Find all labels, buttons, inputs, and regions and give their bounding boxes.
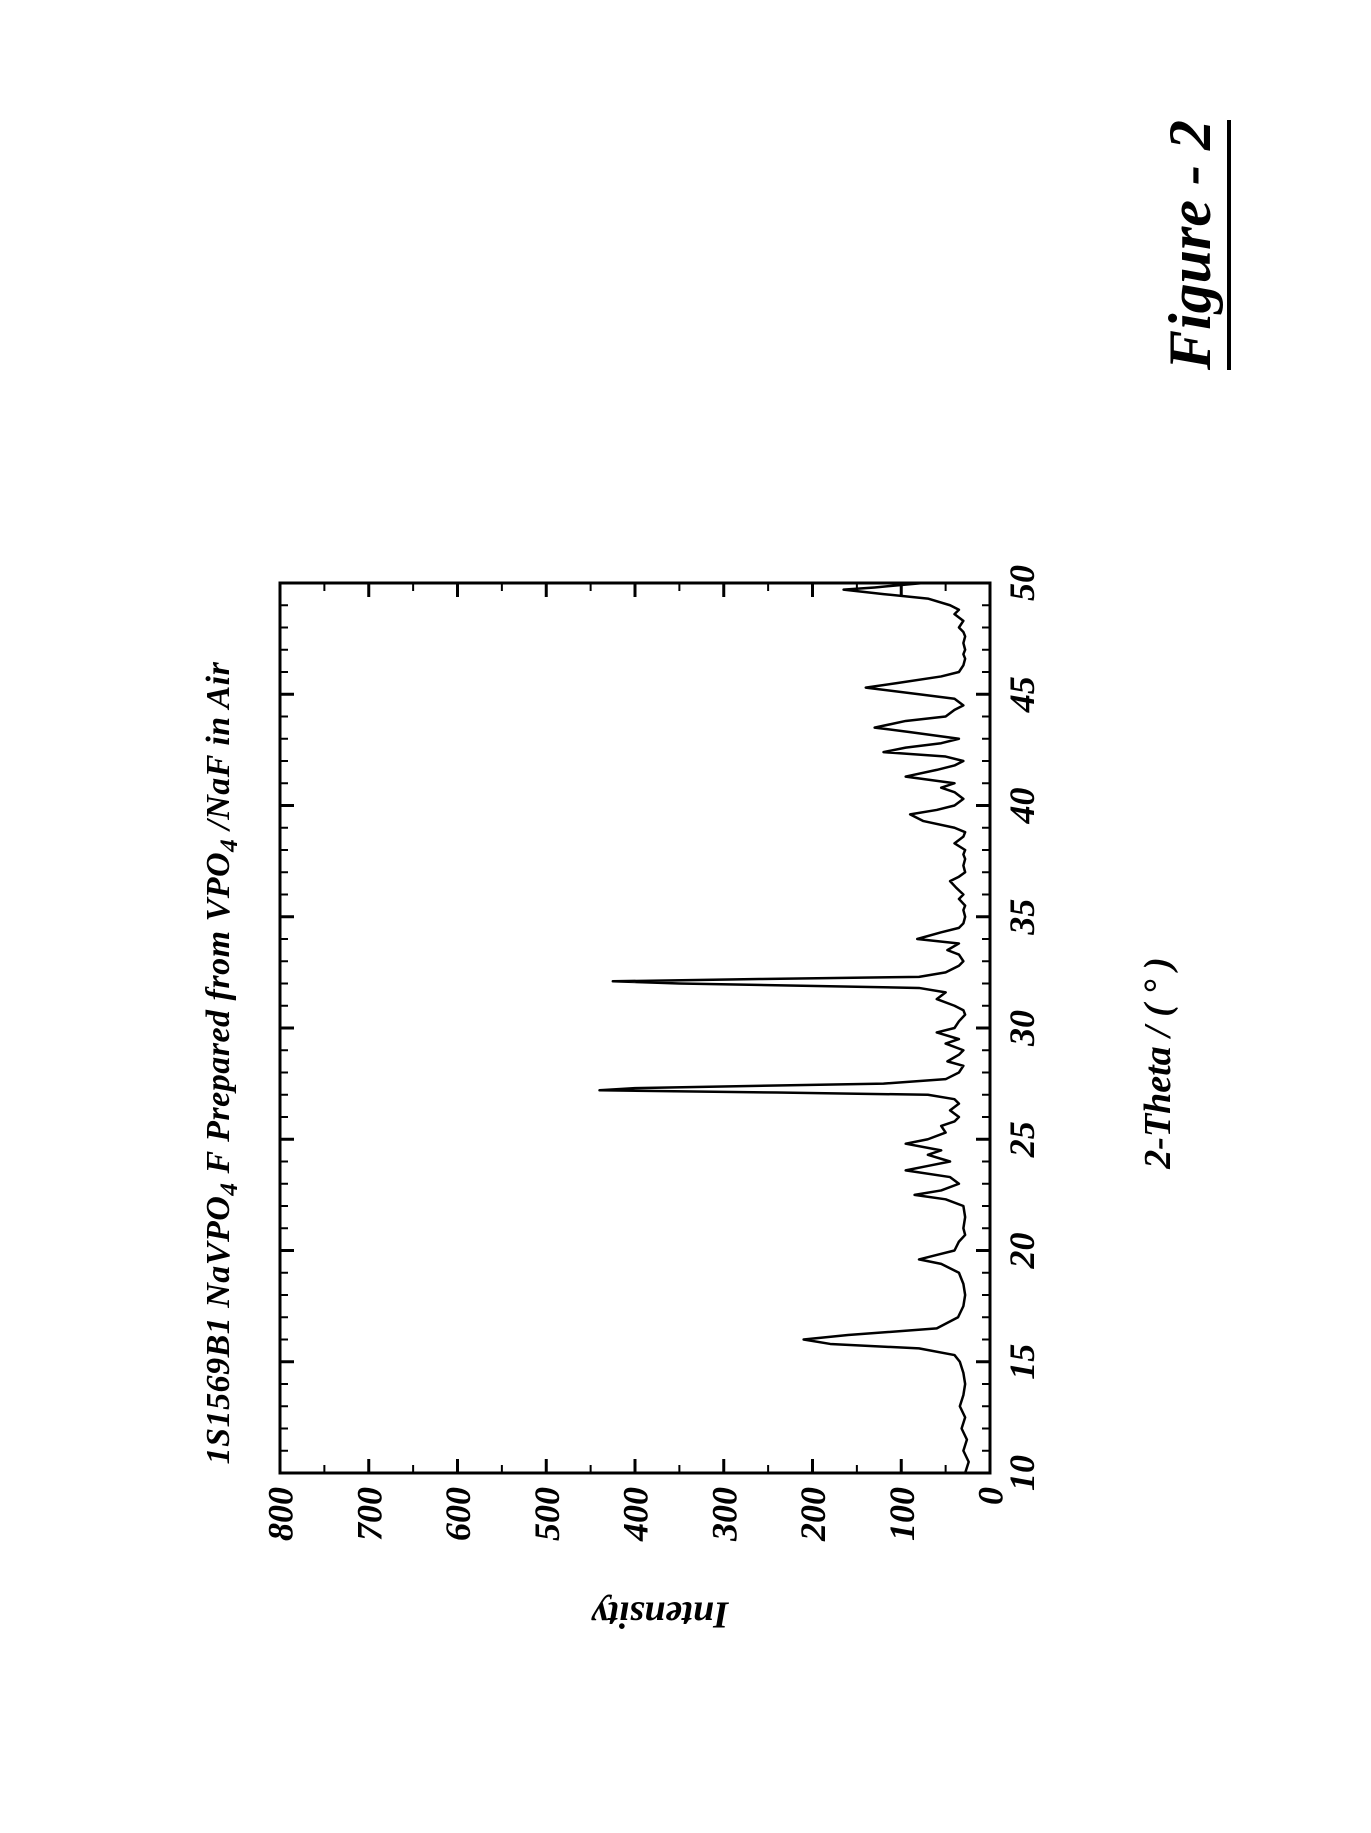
svg-text:100: 100 [882, 1487, 922, 1541]
svg-text:50: 50 [1002, 565, 1042, 601]
plot-area: 0100200300400500600700800101520253035404… [260, 563, 1060, 1563]
svg-text:20: 20 [1002, 1233, 1042, 1270]
svg-text:600: 600 [438, 1487, 478, 1541]
chart-title: 1S1569B1 NaVPO4 F Prepared from VPO4 /Na… [200, 563, 244, 1563]
svg-text:15: 15 [1002, 1344, 1042, 1380]
svg-text:200: 200 [793, 1487, 833, 1542]
svg-text:700: 700 [349, 1487, 389, 1541]
svg-text:25: 25 [1002, 1121, 1042, 1158]
svg-text:10: 10 [1002, 1455, 1042, 1491]
figure-caption: Figure - 2 [1156, 120, 1231, 370]
svg-text:400: 400 [616, 1487, 656, 1542]
svg-text:35: 35 [1002, 899, 1042, 936]
x-axis-label: 2-Theta / ( ° ) [1136, 563, 1180, 1563]
svg-text:45: 45 [1002, 676, 1042, 713]
page-stage: 1S1569B1 NaVPO4 F Prepared from VPO4 /Na… [0, 0, 1371, 1833]
y-axis-label: Intensity [591, 1592, 728, 1636]
svg-text:30: 30 [1002, 1010, 1042, 1047]
svg-text:300: 300 [704, 1487, 744, 1542]
svg-text:40: 40 [1002, 788, 1042, 825]
xrd-chart: 1S1569B1 NaVPO4 F Prepared from VPO4 /Na… [260, 563, 1060, 1563]
rotated-landscape-container: 1S1569B1 NaVPO4 F Prepared from VPO4 /Na… [0, 0, 1371, 1833]
svg-text:800: 800 [261, 1487, 301, 1541]
svg-text:500: 500 [527, 1487, 567, 1541]
